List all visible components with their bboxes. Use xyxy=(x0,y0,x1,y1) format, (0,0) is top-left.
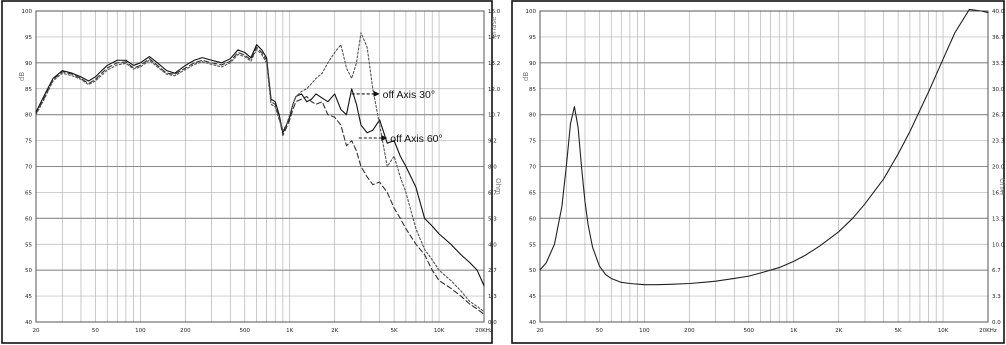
y-tick-label: 100 xyxy=(22,9,33,15)
x-tick-label: 1K xyxy=(286,328,293,334)
y-tick-label-right: 2.7 xyxy=(488,268,497,274)
y-tick-label-right: 23.3 xyxy=(992,139,1005,145)
x-tick-label: 500 xyxy=(240,328,251,334)
y-tick-label-right: 3.3 xyxy=(992,294,1001,300)
y-tick-label-right: 4.0 xyxy=(488,242,497,248)
y-tick-label-right: 9.2 xyxy=(488,139,497,145)
y-tick-label: 60 xyxy=(25,216,32,222)
y-tick-label-right: 12.0 xyxy=(488,87,501,93)
y-tick-label-right: 14.7 xyxy=(488,35,501,41)
y-axis-label: dB xyxy=(522,72,530,81)
y-tick-label-right: 6.7 xyxy=(488,190,497,196)
x-tick-label: 20 xyxy=(33,328,40,334)
y-tick-label: 95 xyxy=(529,35,536,41)
series-line-1 xyxy=(539,8,989,286)
y-tick-label: 85 xyxy=(25,87,32,93)
annotation-arrowhead xyxy=(373,90,380,97)
y-tick-label: 70 xyxy=(25,165,32,171)
y-tick-label-right: 8.0 xyxy=(488,165,497,171)
y-tick-label: 85 xyxy=(529,87,536,93)
y-tick-label-right: 10.7 xyxy=(488,113,501,119)
series-line-1 xyxy=(35,44,485,287)
x-tick-label: 20 xyxy=(537,328,544,334)
y-tick-label: 40 xyxy=(25,320,32,326)
x-tick-label: 5K xyxy=(391,328,398,334)
y-tick-label-right: 13.2 xyxy=(488,61,500,67)
x-tick-label: 100 xyxy=(639,328,650,334)
plot-area-border xyxy=(539,10,989,323)
y-tick-label-right: 33.3 xyxy=(992,61,1005,67)
panel-frame xyxy=(1,0,493,344)
y-axis-label: dB xyxy=(18,72,26,81)
y-tick-label-right: 0.0 xyxy=(992,320,1001,326)
y-tick-label-right: 36.7 xyxy=(992,35,1005,41)
y-tick-label: 50 xyxy=(529,268,536,274)
y-axis-label-right: Ohm xyxy=(998,178,1006,195)
y-tick-label-right: 6.7 xyxy=(992,268,1001,274)
panel-frame xyxy=(511,0,1005,344)
y-tick-label: 45 xyxy=(529,294,536,300)
y-tick-label-right: 26.7 xyxy=(992,113,1005,119)
x-tick-label: 200 xyxy=(684,328,695,334)
x-tick-label: 5K xyxy=(895,328,902,334)
y-tick-label: 70 xyxy=(529,165,536,171)
y-tick-label: 95 xyxy=(25,35,32,41)
y-tick-label-right: 20.0 xyxy=(992,165,1005,171)
y-tick-label: 50 xyxy=(25,268,32,274)
y-tick-label-right: 10.0 xyxy=(992,242,1005,248)
y-tick-label-right: 16.0 xyxy=(488,9,501,15)
frequency-response-panel: 40 45 50 55 60 65 70 75 80 85 90 95 100 0.0 1.3 2.7 4.0 5… xyxy=(1,0,502,344)
phase-axis-label: phase xyxy=(490,16,498,37)
y-tick-label: 80 xyxy=(529,113,536,119)
x-tick-label: 10K xyxy=(434,328,445,334)
x-tick-label: 10K xyxy=(938,328,949,334)
y-tick-label-right: 5.3 xyxy=(488,216,497,222)
y-tick-label: 55 xyxy=(529,242,536,248)
plot-area-border xyxy=(35,10,485,323)
y-tick-label: 100 xyxy=(526,9,537,15)
y-tick-label-right: 13.3 xyxy=(992,216,1005,222)
y-tick-label: 90 xyxy=(529,61,536,67)
x-tick-label: 200 xyxy=(180,328,191,334)
annotation-label: off Axis 30° xyxy=(383,89,435,101)
annotation-arrowhead xyxy=(381,134,388,141)
y-tick-label: 90 xyxy=(25,61,32,67)
x-tick-label: 50 xyxy=(596,328,603,334)
x-tick-label: 100 xyxy=(135,328,146,334)
x-tick-label: 2K xyxy=(331,328,338,334)
series-line-3 xyxy=(35,32,485,313)
y-tick-label-right: 30.0 xyxy=(992,87,1005,93)
x-tick-label: 20KHz xyxy=(979,328,997,334)
y-tick-label: 80 xyxy=(25,113,32,119)
y-tick-label: 60 xyxy=(529,216,536,222)
x-tick-label: 50 xyxy=(92,328,99,334)
impedance-panel: 40 45 50 55 60 65 70 75 80 85 90 95 100 0.0 3.3 6.7 10.0… xyxy=(511,0,1006,344)
annotation-label: off Axis 60° xyxy=(390,133,442,145)
x-tick-label: 20KHz xyxy=(475,328,493,334)
y-tick-label: 40 xyxy=(529,320,536,326)
y-tick-label: 75 xyxy=(529,139,536,145)
y-tick-label: 65 xyxy=(25,190,32,196)
x-tick-label: 500 xyxy=(744,328,755,334)
x-tick-label: 1K xyxy=(790,328,797,334)
y-tick-label: 55 xyxy=(25,242,32,248)
y-tick-label-right: 40.0 xyxy=(992,9,1005,15)
y-tick-label: 75 xyxy=(25,139,32,145)
y-tick-label: 45 xyxy=(25,294,32,300)
y-tick-label-right: 0.0 xyxy=(488,320,497,326)
y-axis-label-right: Ohm xyxy=(494,178,502,195)
y-tick-label: 65 xyxy=(529,190,536,196)
x-tick-label: 2K xyxy=(835,328,842,334)
y-tick-label-right: 16.7 xyxy=(992,190,1005,196)
y-tick-label-right: 1.3 xyxy=(488,294,497,300)
